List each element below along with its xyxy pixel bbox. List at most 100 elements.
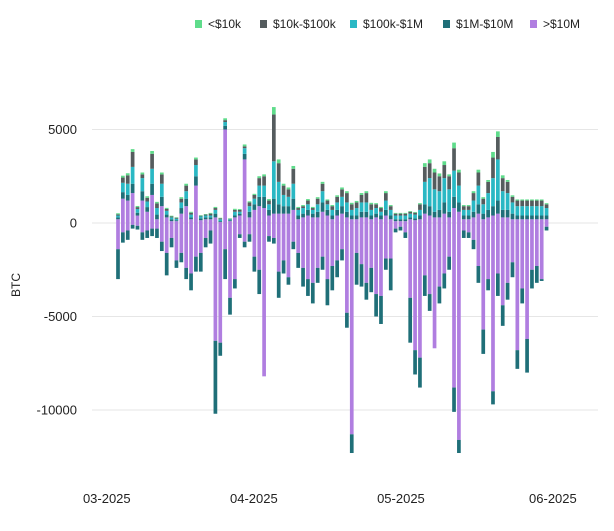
bar-segment-m1_10: [335, 260, 339, 278]
legend-swatch: [530, 20, 537, 28]
bar-segment-m1_10: [447, 256, 452, 270]
bar-segment-lt10k: [452, 142, 456, 149]
bar-segment-gt10m: [481, 223, 486, 330]
bar-segment-gt10m: [544, 219, 549, 223]
bar-segment-k100_1m: [315, 204, 320, 212]
bar-segment-gt10m: [233, 217, 237, 223]
bar-segment-m1_10: [159, 196, 164, 207]
bar-segment-m1_10: [432, 211, 437, 218]
bar-segment-m1_10: [184, 267, 189, 280]
bar-segment-k100_1m: [442, 178, 447, 203]
bar-segment-m1_10: [496, 200, 500, 214]
bar-segment-k100_1m: [447, 189, 452, 212]
bar-segment-m1_10: [491, 206, 495, 216]
bar-segment-m1_10: [442, 273, 447, 289]
legend-label: $10k-$100k: [273, 17, 337, 31]
bar-segment-k10_100: [252, 194, 257, 199]
bar-segment-lt10k: [418, 203, 422, 205]
bar-segment-m1_10: [228, 220, 232, 222]
bar-segment-k100_1m: [539, 206, 544, 216]
bar-segment-m1_10: [276, 204, 281, 214]
bar-segment-lt10k: [315, 197, 320, 199]
bar-segment-gt10m: [116, 219, 120, 223]
bar-segment-m1_10: [364, 282, 369, 300]
bar-group: [393, 212, 398, 233]
bar-segment-k10_100: [471, 193, 476, 201]
bar-segment-m1_10: [427, 294, 432, 311]
bar-segment-gt10m: [461, 219, 466, 223]
bar-segment-k100_1m: [276, 181, 281, 205]
bar-segment-m1_10: [179, 252, 184, 263]
bar-segment-m1_10: [437, 286, 442, 304]
bar-segment-gt10m: [466, 223, 471, 233]
bar-segment-m1_10: [534, 215, 539, 220]
bar-segment-lt10k: [534, 199, 539, 201]
bar-segment-k100_1m: [198, 216, 203, 219]
bar-segment-m1_10: [500, 305, 505, 326]
bar-group: [320, 181, 325, 270]
bar-segment-lt10k: [384, 191, 388, 194]
legend-label: $100k-$1M: [363, 17, 423, 31]
bar-segment-gt10m: [194, 185, 198, 223]
bar-segment-gt10m: [486, 223, 490, 280]
bar-segment-k100_1m: [164, 210, 169, 215]
bar-segment-gt10m: [169, 221, 174, 223]
bar-segment-gt10m: [242, 223, 247, 242]
bar-segment-gt10m: [500, 217, 505, 223]
bar-group: [286, 187, 291, 285]
bar-segment-k100_1m: [408, 213, 413, 218]
bar-segment-gt10m: [530, 219, 534, 223]
bar-segment-m1_10: [452, 387, 456, 412]
bar-segment-m1_10: [354, 215, 359, 220]
bar-segment-k10_100: [194, 159, 198, 166]
bar-segment-m1_10: [189, 273, 193, 291]
bar-segment-k10_100: [335, 196, 339, 203]
bar-segment-gt10m: [271, 213, 276, 223]
bar-segment-m1_10: [247, 211, 252, 218]
bar-segment-gt10m: [491, 223, 495, 392]
bar-segment-gt10m: [203, 219, 208, 223]
bar-segment-gt10m: [252, 209, 257, 223]
bar-group: [359, 193, 364, 287]
bar-segment-lt10k: [364, 191, 369, 194]
x-tick-label: 06-2025: [529, 491, 577, 506]
bar-segment-k100_1m: [510, 202, 515, 214]
bar-segment-m1_10: [476, 266, 481, 283]
bar-group: [403, 212, 408, 238]
bar-segment-m1_10: [374, 213, 378, 218]
bar-segment-lt10k: [496, 131, 500, 137]
bar-segment-gt10m: [271, 223, 276, 238]
bar-segment-k10_100: [203, 214, 208, 216]
bar-segment-k10_100: [242, 146, 247, 149]
bar-segment-gt10m: [325, 223, 330, 280]
bar-segment-m1_10: [496, 273, 500, 296]
bar-group: [135, 205, 140, 230]
bar-segment-m1_10: [515, 215, 520, 220]
bar-segment-k10_100: [525, 200, 529, 207]
bar-segment-m1_10: [140, 232, 145, 240]
bar-segment-gt10m: [189, 219, 193, 223]
bar-segment-gt10m: [281, 223, 286, 261]
bar-segment-k100_1m: [340, 196, 344, 207]
bar-segment-lt10k: [310, 206, 315, 209]
bar-segment-k10_100: [520, 200, 525, 207]
bar-segment-m1_10: [194, 176, 198, 186]
bar-segment-gt10m: [398, 223, 403, 227]
bar-segment-k10_100: [140, 174, 145, 179]
bar-segment-k100_1m: [534, 206, 539, 216]
bar-segment-m1_10: [233, 279, 237, 289]
bar-segment-k100_1m: [530, 206, 534, 216]
bar-group: [121, 175, 125, 243]
bar-segment-k10_100: [481, 198, 486, 205]
bar-segment-k10_100: [325, 200, 330, 205]
bar-segment-m1_10: [364, 211, 369, 218]
bar-segment-k10_100: [291, 168, 296, 184]
bar-segment-k100_1m: [262, 185, 266, 197]
bar-group: [267, 199, 271, 242]
bar-segment-k100_1m: [121, 182, 125, 193]
bar-segment-m1_10: [442, 202, 447, 214]
bar-group: [218, 217, 223, 356]
legend-item-k100_1m: $100k-$1M: [350, 17, 423, 31]
bar-segment-lt10k: [393, 212, 398, 214]
